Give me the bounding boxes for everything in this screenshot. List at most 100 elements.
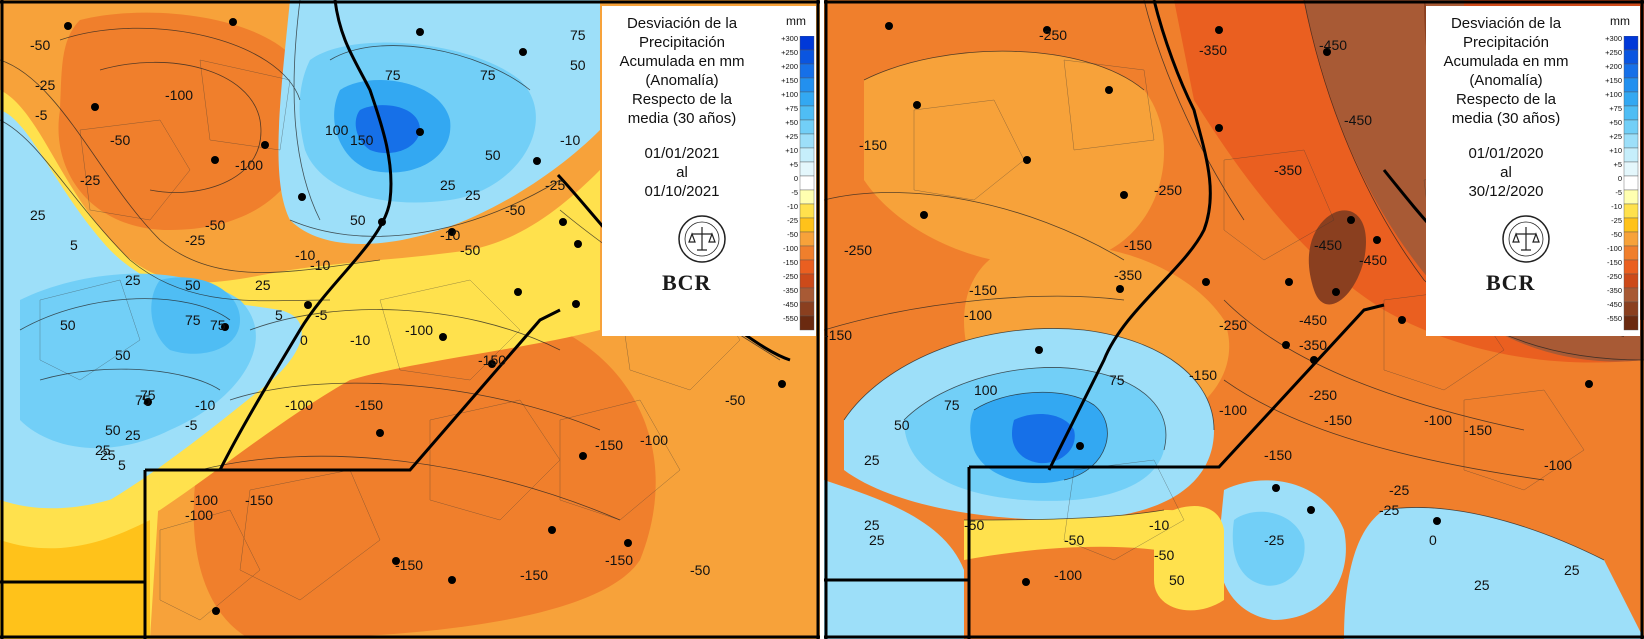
title-line: media (30 años) xyxy=(1451,110,1561,127)
legend-level-label: -5 xyxy=(791,188,798,197)
contour-label: -50 xyxy=(205,217,225,233)
contour-label: -100 xyxy=(185,507,213,523)
contour-label: -450 xyxy=(1314,237,1342,253)
contour-label: 25 xyxy=(1474,577,1490,593)
map-panel-2021: -50 -25 -100 -100 -50 75 50 75 -10 -5 -5… xyxy=(0,0,820,639)
legend-swatch xyxy=(799,231,815,247)
contour-label: 50 xyxy=(60,317,76,333)
contour-label: 25 xyxy=(440,177,456,193)
title-line: Acumulada en mm xyxy=(619,53,745,70)
legend-level-label: +200 xyxy=(1605,62,1622,71)
contour-label: -25 xyxy=(185,232,205,248)
contour-label: 75 xyxy=(140,387,156,403)
contour-label: 75 xyxy=(210,317,226,333)
contour-label: -10 xyxy=(295,247,315,263)
legend-swatch xyxy=(1623,161,1639,177)
legend-level-label: +75 xyxy=(785,104,798,113)
contour-label: -350 xyxy=(1274,162,1302,178)
contour-label: 75 xyxy=(385,67,401,83)
title-line: Desviación de la xyxy=(626,15,738,32)
contour-label: -5 xyxy=(185,417,198,433)
legend-level-label: -350 xyxy=(783,286,798,295)
legend-level-label: -25 xyxy=(1611,216,1622,225)
title-line: Respecto de la xyxy=(631,91,733,108)
contour-label: -100 xyxy=(1544,457,1572,473)
contour-label: -100 xyxy=(190,492,218,508)
contour-label: 100 xyxy=(974,382,998,398)
legend-swatch xyxy=(1623,189,1639,205)
contour-label: 100 xyxy=(325,122,349,138)
contour-label: -150 xyxy=(824,327,852,343)
panel-separator xyxy=(820,0,824,639)
contour-label: 50 xyxy=(105,422,121,438)
contour-label: -450 xyxy=(1344,112,1372,128)
contour-label: -10 xyxy=(1149,517,1169,533)
legend-level-label: +75 xyxy=(1609,104,1622,113)
legend-level-label: -150 xyxy=(1607,258,1622,267)
contour-label: -100 xyxy=(1219,402,1247,418)
contour-label: -25 xyxy=(80,172,100,188)
contour-label: 0 xyxy=(300,332,308,348)
contour-label: 75 xyxy=(480,67,496,83)
contour-label: -50 xyxy=(460,242,480,258)
legend-swatch xyxy=(799,133,815,149)
contour-label: 50 xyxy=(485,147,501,163)
contour-label: -25 xyxy=(1379,502,1399,518)
contour-label: -350 xyxy=(1114,267,1142,283)
contour-label: -150 xyxy=(1264,447,1292,463)
contour-label: 75 xyxy=(1109,372,1125,388)
legend-level-label: +10 xyxy=(1609,146,1622,155)
date-start: 01/01/2021 xyxy=(644,145,720,162)
contour-label: 50 xyxy=(350,212,366,228)
legend-level-label: -150 xyxy=(783,258,798,267)
legend-level-label: +10 xyxy=(785,146,798,155)
title-line: Precipitación xyxy=(639,34,725,51)
contour-label: 25 xyxy=(1564,562,1580,578)
contour-label: 75 xyxy=(135,392,151,408)
legend-level-label: -450 xyxy=(783,300,798,309)
contour-label: -250 xyxy=(844,242,872,258)
legend-swatch xyxy=(1623,49,1639,65)
title-line: Desviación de la xyxy=(1450,15,1562,32)
legend-level-label: -550 xyxy=(783,314,798,323)
legend-level-label: -250 xyxy=(783,272,798,281)
legend-swatch xyxy=(1623,217,1639,233)
legend-swatch xyxy=(799,315,815,331)
legend-swatch xyxy=(1623,147,1639,163)
legend-swatch xyxy=(1623,203,1639,219)
contour-label: -250 xyxy=(1154,182,1182,198)
contour-label: -10 xyxy=(350,332,370,348)
bcr-logo-text: BCR xyxy=(662,270,712,295)
contour-label: -10 xyxy=(310,257,330,273)
legend-swatch xyxy=(799,175,815,191)
contour-label: 25 xyxy=(465,187,481,203)
contour-label: 50 xyxy=(570,57,586,73)
legend-swatch xyxy=(799,245,815,261)
contour-label: 5 xyxy=(275,307,283,323)
contour-label: -5 xyxy=(35,107,48,123)
contour-label: -10 xyxy=(560,132,580,148)
legend-level-label: +25 xyxy=(1609,132,1622,141)
legend-swatch xyxy=(1623,175,1639,191)
legend-swatch xyxy=(799,63,815,79)
contour-label: 25 xyxy=(255,277,271,293)
date-start: 01/01/2020 xyxy=(1468,145,1544,162)
contour-label: 150 xyxy=(350,132,374,148)
contour-label: 25 xyxy=(125,427,141,443)
legend-swatch xyxy=(1623,273,1639,289)
legend-swatch xyxy=(1623,315,1639,331)
contour-label: -150 xyxy=(605,552,633,568)
contour-label: -50 xyxy=(30,37,50,53)
contour-labels: -250 -250 -350 -450 -450 -150 -250 -150 … xyxy=(824,27,1580,593)
title-line: media (30 años) xyxy=(627,110,737,127)
legend-swatch xyxy=(1623,63,1639,79)
contour-label: -150 xyxy=(969,282,997,298)
color-scale-bar: +300+250+200+150+100+75+50+25+10+50-5-10… xyxy=(781,36,815,331)
contour-label: -50 xyxy=(690,562,710,578)
contour-label: -350 xyxy=(1199,42,1227,58)
legend-swatch xyxy=(799,203,815,219)
legend-swatch xyxy=(799,273,815,289)
contour-label: 0 xyxy=(1429,532,1437,548)
legend-swatch xyxy=(799,287,815,303)
anomaly-map-2020: -250 -250 -350 -450 -450 -150 -250 -150 … xyxy=(824,0,1644,639)
